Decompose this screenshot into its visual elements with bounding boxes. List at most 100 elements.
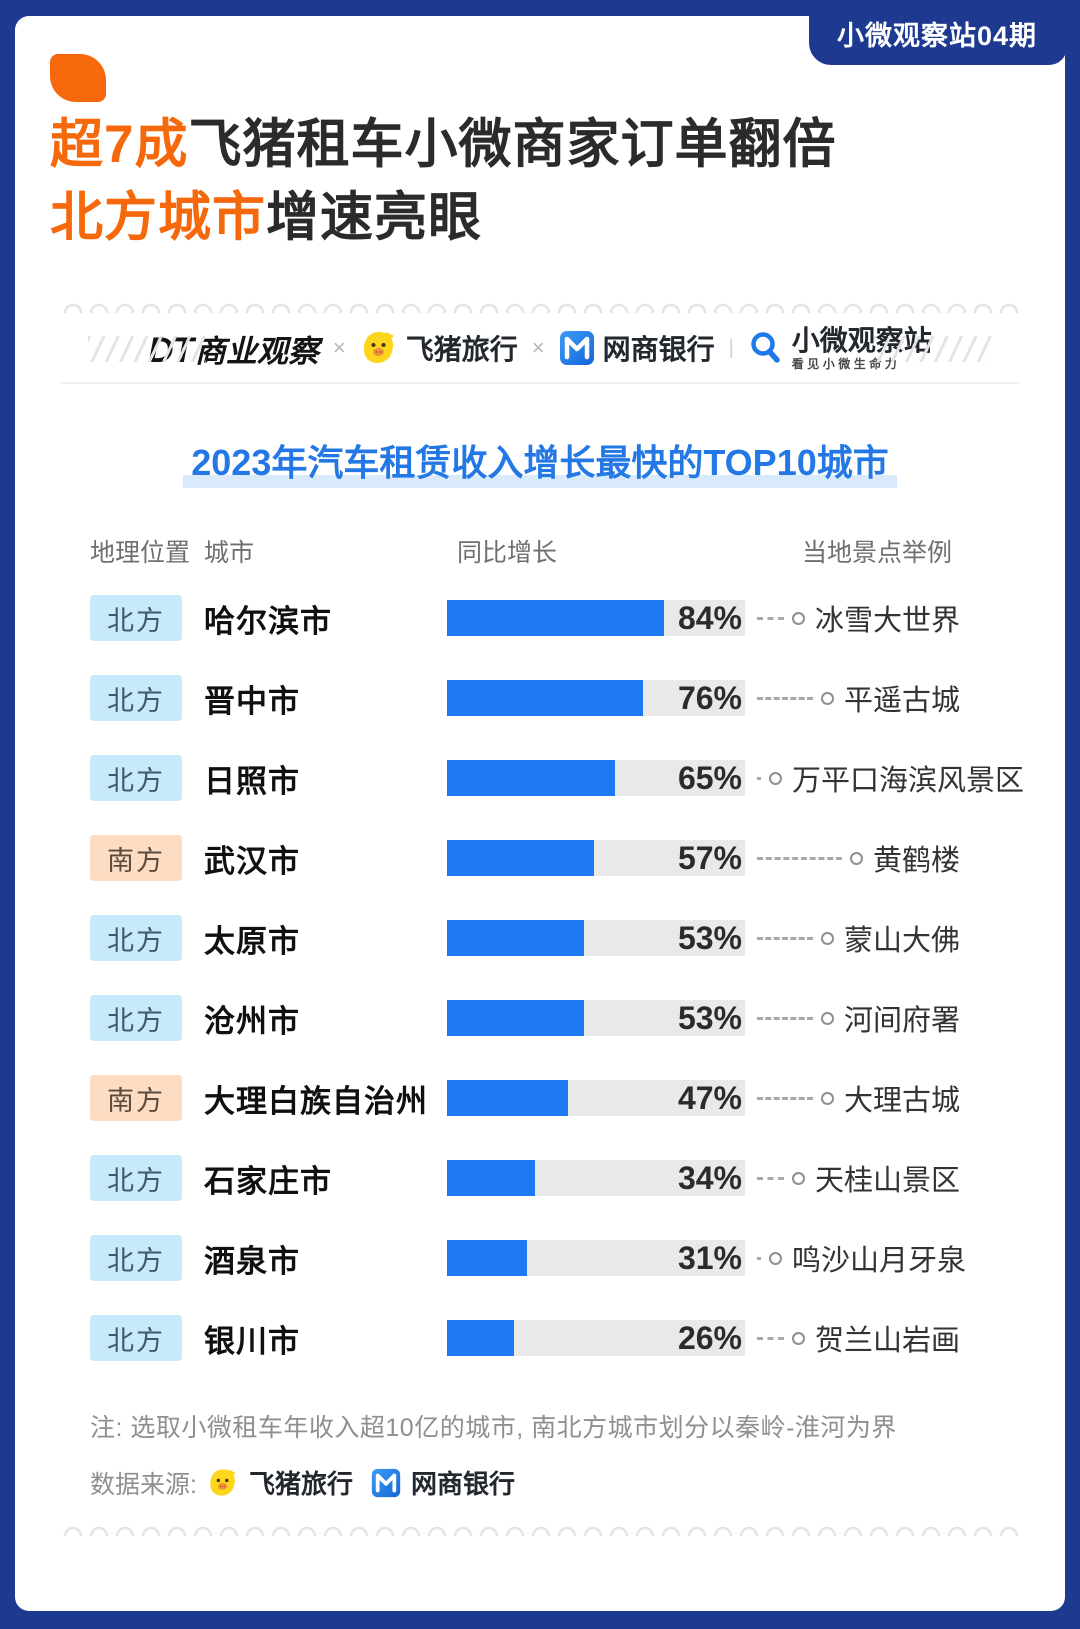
growth-bar xyxy=(447,600,664,636)
city-name: 银川市 xyxy=(204,1323,300,1359)
growth-value: 84% xyxy=(677,600,742,636)
edition-badge: 小微观察站04期 xyxy=(808,0,1067,65)
footnote: 注: 选取小微租车年收入超10亿的城市, 南北方城市划分以秦岭-淮河为界 xyxy=(90,1414,897,1442)
growth-bar xyxy=(447,680,643,716)
landmark-name: 天桂山景区 xyxy=(814,1165,960,1197)
city-name: 太原市 xyxy=(204,923,300,959)
orange-deco-shape xyxy=(50,54,106,102)
growth-bar xyxy=(447,1080,568,1116)
leader-dashes xyxy=(757,856,842,860)
chart-title-wrap: 2023年汽车租赁收入增长最快的TOP10城市 xyxy=(60,434,1020,488)
leader-connector: 蒙山大佛 xyxy=(745,917,990,959)
growth-value: 53% xyxy=(677,920,742,956)
growth-value: 34% xyxy=(677,1160,742,1196)
bar-track: 57% xyxy=(447,840,745,876)
logo-separator-1: × xyxy=(332,335,346,360)
leader-connector: 鸣沙山月牙泉 xyxy=(745,1237,990,1279)
city-name: 哈尔滨市 xyxy=(204,603,332,639)
mybank-logo-text: 网商银行 xyxy=(602,334,715,365)
city-name: 日照市 xyxy=(204,763,300,799)
leader-connector: 贺兰山岩画 xyxy=(745,1317,990,1359)
leader-dashes xyxy=(757,1336,784,1340)
chart-row: 北方 石家庄市 34% 天桂山景区 xyxy=(90,1138,990,1218)
bar-track: 65% xyxy=(447,760,745,796)
leader-ring-icon xyxy=(769,771,782,785)
title-line1-highlight: 超7成 xyxy=(50,115,189,174)
leader-dashes xyxy=(757,696,813,700)
fliggy-pig-icon xyxy=(363,332,394,363)
chart-row: 北方 哈尔滨市 84% 冰雪大世界 xyxy=(90,578,990,658)
chart-row: 北方 酒泉市 31% 鸣沙山月牙泉 xyxy=(90,1218,990,1298)
landmark-name: 万平口海滨风景区 xyxy=(792,765,1025,797)
leader-connector: 河间府署 xyxy=(745,997,990,1039)
growth-value: 53% xyxy=(677,1000,742,1036)
growth-value: 26% xyxy=(677,1320,742,1356)
data-source-row: 数据来源: 飞猪旅行 网商银行 xyxy=(90,1464,990,1501)
fliggy-logo: 飞猪旅行 xyxy=(360,328,518,368)
region-badge: 北方 xyxy=(90,1235,182,1281)
bar-track: 34% xyxy=(447,1160,745,1196)
logo-separator-2: × xyxy=(531,335,545,360)
leader-ring-icon xyxy=(849,851,863,865)
city-name: 石家庄市 xyxy=(204,1163,332,1199)
chart-row: 北方 晋中市 76% 平遥古城 xyxy=(90,658,990,738)
column-header-city: 城市 xyxy=(204,539,255,567)
growth-value: 47% xyxy=(677,1080,742,1116)
chart-row: 北方 太原市 53% 蒙山大佛 xyxy=(90,898,990,978)
data-source-mybank: 网商银行 xyxy=(410,1469,515,1499)
growth-value: 65% xyxy=(677,760,742,796)
leader-ring-icon xyxy=(820,1011,834,1025)
bar-track: 31% xyxy=(447,1240,745,1276)
landmark-name: 平遥古城 xyxy=(843,685,960,717)
region-badge: 南方 xyxy=(90,1075,182,1121)
bar-track: 26% xyxy=(447,1320,745,1356)
region-badge: 北方 xyxy=(90,1315,182,1361)
growth-bar xyxy=(447,760,615,796)
growth-bar xyxy=(447,1160,535,1196)
fliggy-logo-text: 飞猪旅行 xyxy=(405,334,518,365)
region-badge: 北方 xyxy=(90,755,182,801)
region-badge: 北方 xyxy=(90,915,182,961)
bar-track: 84% xyxy=(447,600,745,636)
region-badge: 北方 xyxy=(90,675,182,721)
data-source-label: 数据来源: xyxy=(90,1470,197,1499)
landmark-name: 大理古城 xyxy=(843,1085,960,1117)
leader-dashes xyxy=(757,776,761,780)
leader-connector: 黄鹤楼 xyxy=(745,837,990,879)
leader-connector: 平遥古城 xyxy=(745,677,990,719)
leader-ring-icon xyxy=(791,1171,805,1185)
fliggy-pig-icon-small xyxy=(210,1469,236,1496)
chart-row: 北方 银川市 26% 贺兰山岩画 xyxy=(90,1298,990,1378)
landmark-name: 蒙山大佛 xyxy=(843,925,960,957)
leader-connector: 冰雪大世界 xyxy=(745,597,990,639)
hatch-decoration-right xyxy=(874,336,992,362)
landmark-name: 冰雪大世界 xyxy=(814,605,960,637)
leader-dashes xyxy=(757,1176,784,1180)
growth-value: 57% xyxy=(677,840,742,876)
chart-row: 南方 大理白族自治州 47% 大理古城 xyxy=(90,1058,990,1138)
leader-dashes xyxy=(757,1256,761,1260)
xiaowei-tagline: 看见小微生命力 xyxy=(791,356,901,371)
logo-separator-3: | xyxy=(728,336,734,359)
region-badge: 北方 xyxy=(90,1155,182,1201)
page-title: 超7成飞猪租车小微商家订单翻倍 北方城市增速亮眼 xyxy=(50,108,990,254)
leader-ring-icon xyxy=(820,931,834,945)
growth-bar xyxy=(447,920,584,956)
stamp-edge-top xyxy=(60,300,1020,313)
hatch-decoration-left xyxy=(88,336,206,362)
bar-track: 47% xyxy=(447,1080,745,1116)
title-line2-highlight: 北方城市 xyxy=(50,188,266,247)
magnifier-icon xyxy=(751,332,780,363)
growth-bar xyxy=(447,840,594,876)
leader-dashes xyxy=(757,1016,813,1020)
growth-value: 31% xyxy=(677,1240,742,1276)
growth-bar xyxy=(447,1320,514,1356)
leader-connector: 大理古城 xyxy=(745,1077,990,1119)
landmark-name: 河间府署 xyxy=(843,1005,960,1037)
city-name: 酒泉市 xyxy=(204,1243,300,1279)
city-name: 武汉市 xyxy=(204,843,300,879)
mybank-m-icon xyxy=(559,331,594,365)
content-page: 小微观察站04期 超7成飞猪租车小微商家订单翻倍 北方城市增速亮眼 DT商业观察… xyxy=(15,0,1067,1611)
mybank-m-icon-small xyxy=(371,1468,401,1497)
partner-logo-row: DT商业观察 × 飞猪旅行 × xyxy=(60,322,1020,374)
